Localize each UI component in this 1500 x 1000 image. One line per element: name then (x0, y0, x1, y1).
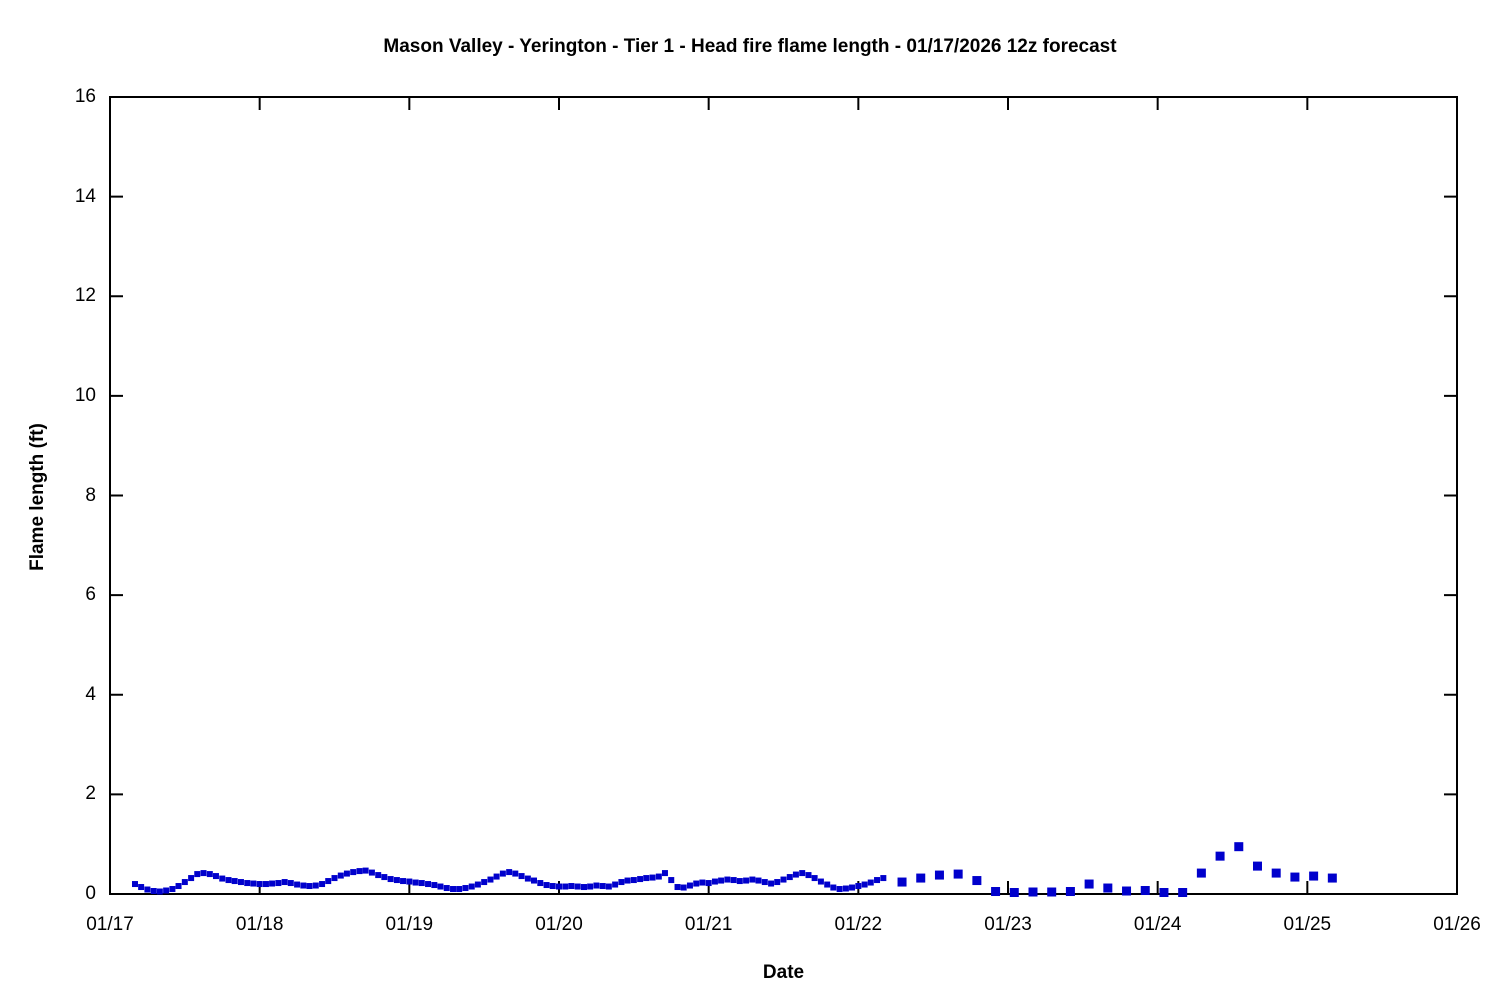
y-tick-label: 4 (85, 683, 96, 705)
x-tick-label: 01/18 (235, 914, 284, 935)
y-tick-label: 2 (85, 783, 96, 805)
x-tick-label: 01/21 (684, 914, 733, 935)
x-tick-label: 01/19 (385, 914, 434, 935)
y-tick-label: 14 (74, 185, 96, 207)
y-tick-label: 16 (74, 86, 96, 107)
y-tick-label: 6 (85, 584, 96, 606)
x-tick-label: 01/17 (86, 914, 134, 935)
y-tick-label: 8 (85, 484, 96, 506)
x-tick-label: 01/25 (1283, 914, 1332, 935)
x-tick-label: 01/26 (1433, 914, 1481, 935)
y-tick-label: 10 (74, 384, 96, 406)
chart-title: Mason Valley - Yerington - Tier 1 - Head… (383, 36, 1117, 57)
x-tick-label: 01/24 (1133, 914, 1182, 935)
y-tick-label: 0 (85, 883, 96, 904)
x-tick-label: 01/22 (834, 914, 883, 935)
x-tick-label: 01/23 (984, 914, 1032, 935)
x-tick-label: 01/20 (535, 914, 583, 935)
x-axis-title: Date (762, 962, 805, 983)
y-tick-label: 12 (74, 285, 96, 307)
